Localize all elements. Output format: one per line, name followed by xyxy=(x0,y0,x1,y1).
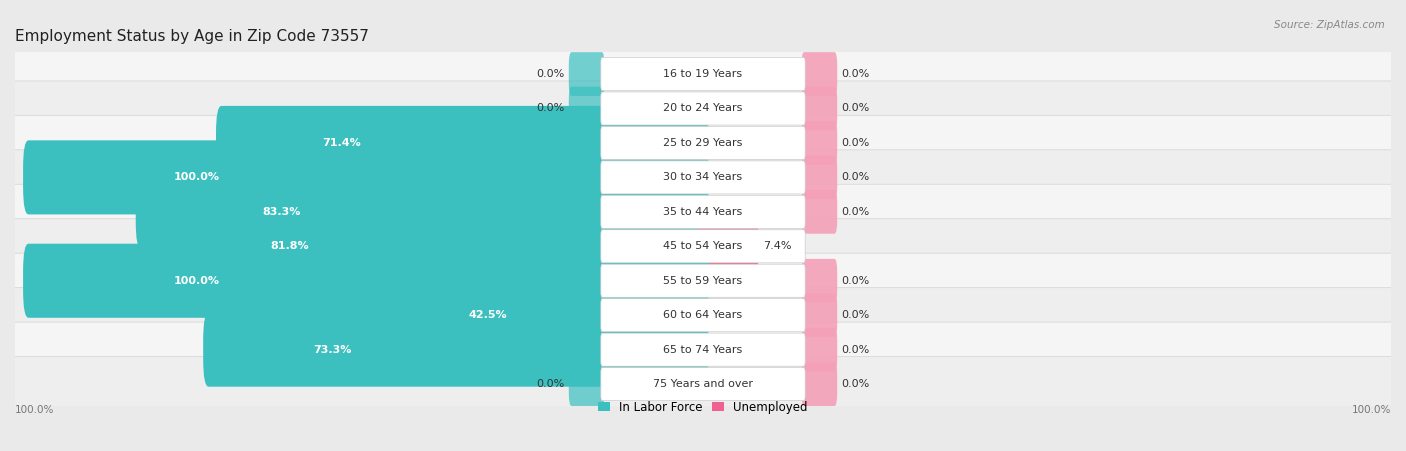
FancyBboxPatch shape xyxy=(146,209,709,283)
FancyBboxPatch shape xyxy=(13,322,1393,377)
Text: 42.5%: 42.5% xyxy=(468,310,508,320)
FancyBboxPatch shape xyxy=(13,253,1393,308)
FancyBboxPatch shape xyxy=(600,368,806,400)
FancyBboxPatch shape xyxy=(801,52,837,96)
FancyBboxPatch shape xyxy=(13,219,1393,274)
Text: 30 to 34 Years: 30 to 34 Years xyxy=(664,172,742,182)
FancyBboxPatch shape xyxy=(600,299,806,332)
FancyBboxPatch shape xyxy=(600,333,806,366)
FancyBboxPatch shape xyxy=(600,264,806,297)
Text: 71.4%: 71.4% xyxy=(322,138,361,148)
FancyBboxPatch shape xyxy=(411,278,709,352)
Text: 0.0%: 0.0% xyxy=(537,379,565,389)
FancyBboxPatch shape xyxy=(569,362,605,406)
Text: 0.0%: 0.0% xyxy=(841,276,869,286)
Text: 0.0%: 0.0% xyxy=(841,138,869,148)
Text: 83.3%: 83.3% xyxy=(263,207,301,217)
FancyBboxPatch shape xyxy=(13,115,1393,170)
Text: 0.0%: 0.0% xyxy=(841,310,869,320)
FancyBboxPatch shape xyxy=(13,184,1393,239)
FancyBboxPatch shape xyxy=(569,87,605,130)
FancyBboxPatch shape xyxy=(217,106,709,180)
FancyBboxPatch shape xyxy=(204,313,709,387)
FancyBboxPatch shape xyxy=(801,87,837,130)
FancyBboxPatch shape xyxy=(801,293,837,337)
FancyBboxPatch shape xyxy=(13,288,1393,343)
FancyBboxPatch shape xyxy=(600,230,806,263)
FancyBboxPatch shape xyxy=(13,81,1393,136)
FancyBboxPatch shape xyxy=(697,209,758,283)
Text: 0.0%: 0.0% xyxy=(537,69,565,79)
Text: 0.0%: 0.0% xyxy=(841,379,869,389)
FancyBboxPatch shape xyxy=(13,46,1393,101)
FancyBboxPatch shape xyxy=(801,362,837,406)
FancyBboxPatch shape xyxy=(801,328,837,372)
FancyBboxPatch shape xyxy=(600,195,806,228)
Text: 81.8%: 81.8% xyxy=(270,241,308,251)
Text: 20 to 24 Years: 20 to 24 Years xyxy=(664,103,742,114)
FancyBboxPatch shape xyxy=(13,357,1393,412)
Text: 0.0%: 0.0% xyxy=(841,207,869,217)
Text: 73.3%: 73.3% xyxy=(314,345,352,354)
Text: 0.0%: 0.0% xyxy=(537,103,565,114)
Text: Employment Status by Age in Zip Code 73557: Employment Status by Age in Zip Code 735… xyxy=(15,28,368,44)
Text: 0.0%: 0.0% xyxy=(841,172,869,182)
Text: 0.0%: 0.0% xyxy=(841,103,869,114)
Text: 45 to 54 Years: 45 to 54 Years xyxy=(664,241,742,251)
FancyBboxPatch shape xyxy=(136,175,709,249)
Text: 16 to 19 Years: 16 to 19 Years xyxy=(664,69,742,79)
FancyBboxPatch shape xyxy=(600,57,806,91)
FancyBboxPatch shape xyxy=(801,190,837,234)
Text: 0.0%: 0.0% xyxy=(841,345,869,354)
Text: 55 to 59 Years: 55 to 59 Years xyxy=(664,276,742,286)
Text: 0.0%: 0.0% xyxy=(841,69,869,79)
FancyBboxPatch shape xyxy=(22,244,709,318)
Text: 100.0%: 100.0% xyxy=(174,172,221,182)
Text: 100.0%: 100.0% xyxy=(1351,405,1391,415)
FancyBboxPatch shape xyxy=(801,259,837,303)
Text: 65 to 74 Years: 65 to 74 Years xyxy=(664,345,742,354)
FancyBboxPatch shape xyxy=(600,126,806,160)
Text: 100.0%: 100.0% xyxy=(174,276,221,286)
Text: 25 to 29 Years: 25 to 29 Years xyxy=(664,138,742,148)
Text: 100.0%: 100.0% xyxy=(15,405,55,415)
Text: 60 to 64 Years: 60 to 64 Years xyxy=(664,310,742,320)
FancyBboxPatch shape xyxy=(22,140,709,214)
Text: 75 Years and over: 75 Years and over xyxy=(652,379,754,389)
FancyBboxPatch shape xyxy=(801,121,837,165)
FancyBboxPatch shape xyxy=(801,156,837,199)
Text: Source: ZipAtlas.com: Source: ZipAtlas.com xyxy=(1274,20,1385,30)
FancyBboxPatch shape xyxy=(600,161,806,194)
Text: 35 to 44 Years: 35 to 44 Years xyxy=(664,207,742,217)
FancyBboxPatch shape xyxy=(13,150,1393,205)
FancyBboxPatch shape xyxy=(569,52,605,96)
FancyBboxPatch shape xyxy=(600,92,806,125)
Legend: In Labor Force, Unemployed: In Labor Force, Unemployed xyxy=(593,396,813,419)
Text: 7.4%: 7.4% xyxy=(763,241,792,251)
